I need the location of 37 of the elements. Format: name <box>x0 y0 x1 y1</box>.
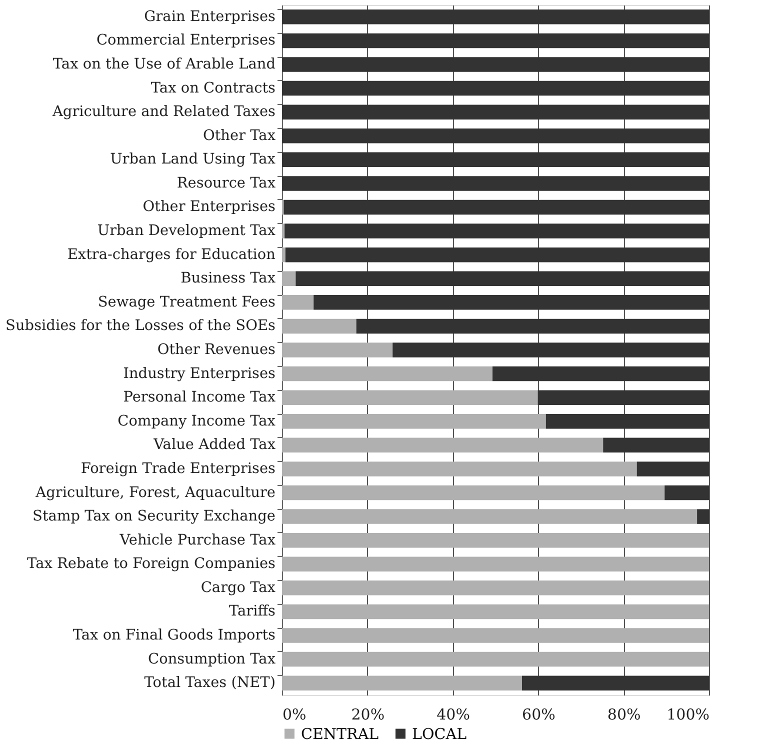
y-tick-label: Other Enterprises <box>142 199 276 216</box>
y-tick-label: Foreign Trade Enterprises <box>80 460 276 477</box>
y-tick-label: Personal Income Tax <box>123 390 276 406</box>
y-tick-label: Industry Enterprises <box>123 366 276 382</box>
y-tick-label: Company Income Tax <box>118 413 276 430</box>
y-tick-label: Tariffs <box>228 604 276 620</box>
y-tick-label: Urban Development Tax <box>97 223 276 240</box>
y-tick-label: Total Taxes (NET) <box>144 675 276 692</box>
y-tick-label: Vehicle Purchase Tax <box>118 532 276 548</box>
y-tick-label: Sewage Treatment Fees <box>98 294 276 310</box>
legend-label: LOCAL <box>412 724 467 743</box>
x-tick-label: 20% <box>351 706 385 724</box>
y-tick-label: Business Tax <box>180 270 276 287</box>
y-tick-label: Tax Rebate to Foreign Companies <box>27 556 276 572</box>
y-tick-label: Other Revenues <box>157 342 276 358</box>
x-tick-label: 60% <box>522 706 556 724</box>
y-tick-label: Tax on Contracts <box>150 80 276 96</box>
x-tick-label: 80% <box>607 706 641 724</box>
y-tick-label: Tax on Final Goods Imports <box>72 628 276 644</box>
y-tick-label: Tax on the Use of Arable Land <box>52 56 276 72</box>
y-tick-label: Commercial Enterprises <box>96 32 276 49</box>
y-tick-label: Agriculture and Related Taxes <box>51 104 276 120</box>
legend-label: CENTRAL <box>301 724 379 743</box>
y-tick-label: Urban Land Using Tax <box>110 152 276 168</box>
x-tick-label: 40% <box>436 706 470 724</box>
y-tick-label: Agriculture, Forest, Aquaculture <box>34 484 276 501</box>
x-tick-label: 0% <box>282 706 306 724</box>
y-tick-label: Grain Enterprises <box>144 8 276 25</box>
y-tick-label: Cargo Tax <box>200 580 276 596</box>
y-tick-label: Extra-charges for Education <box>67 246 276 263</box>
x-tick-label: 100% <box>666 706 710 724</box>
y-tick-label: Stamp Tax on Security Exchange <box>32 508 276 525</box>
y-tick-label: Value Added Tax <box>152 437 276 454</box>
y-tick-label: Other Tax <box>202 128 276 144</box>
y-tick-label: Subsidies for the Losses of the SOEs <box>6 318 276 334</box>
y-tick-label: Consumption Tax <box>148 651 276 668</box>
y-tick-label: Resource Tax <box>176 175 276 192</box>
